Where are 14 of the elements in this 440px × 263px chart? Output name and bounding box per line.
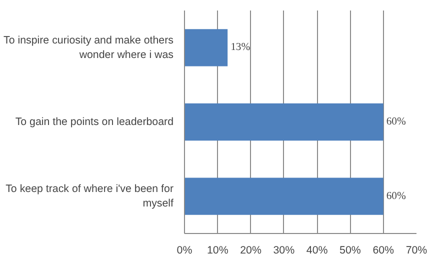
x-tick-label: 0% <box>176 244 193 256</box>
data-label: 60% <box>386 116 406 128</box>
data-label: 60% <box>386 190 406 202</box>
x-tick-label: 60% <box>372 244 395 256</box>
x-tick-label: 10% <box>206 244 229 256</box>
x-tick-label: 70% <box>406 244 428 256</box>
y-tick-label: To inspire curiosity and make others wonder where i was <box>4 34 174 61</box>
x-tick-label: 40% <box>306 244 328 256</box>
data-label: 13% <box>230 42 250 54</box>
x-tick-label: 50% <box>340 244 362 256</box>
y-tick-label: To keep track of where i've been for myself <box>6 183 174 210</box>
x-tick-label: 20% <box>240 244 262 256</box>
x-tick-label: 30% <box>273 244 296 256</box>
y-tick-label: To gain the points on leaderboard <box>15 116 174 128</box>
